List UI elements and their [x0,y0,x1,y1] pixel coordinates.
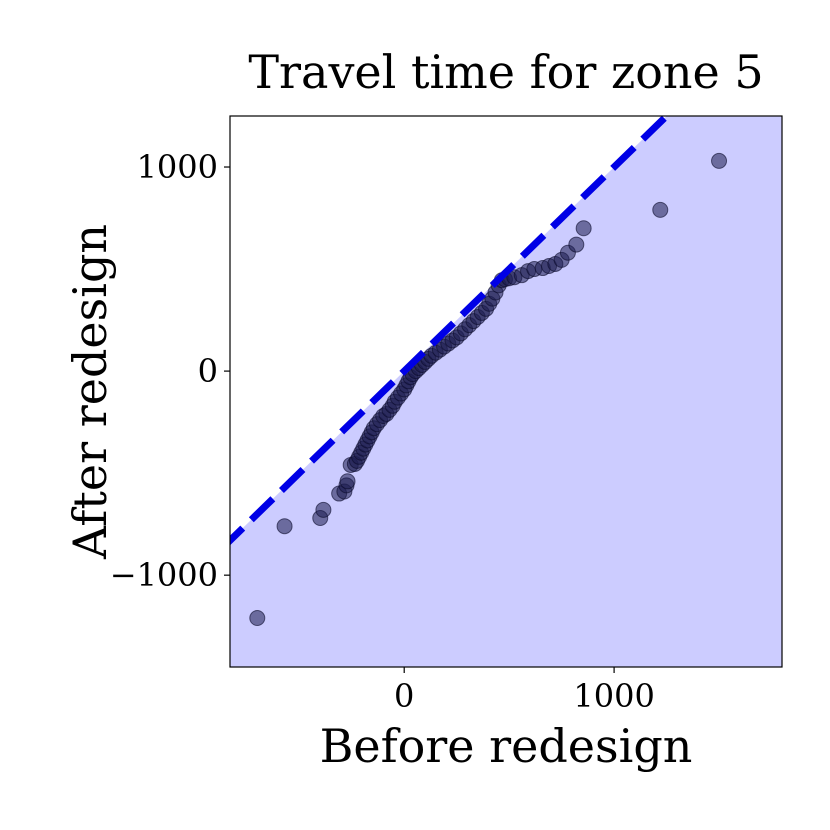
plot-frame [229,115,783,668]
x-axis-ticks: 0 1000 [394,667,655,715]
data-point [568,236,585,253]
data-point [575,220,592,237]
chart-title: Travel time for zone 5 [248,45,763,99]
data-point [711,152,728,169]
data-point [315,501,332,518]
data-point [339,473,356,490]
x-tick-label: 1000 [573,677,654,715]
data-point [249,610,266,627]
x-axis-label: Before redesign [320,719,693,773]
y-tick-label: 1000 [137,148,218,186]
y-tick-label: −1000 [110,556,218,594]
x-tick-label: 0 [394,677,414,715]
y-axis-label: After redesign [63,224,117,560]
data-point [276,518,293,535]
y-tick-label: 0 [198,352,218,390]
data-point [652,201,669,218]
y-axis-ticks: −1000 0 1000 [110,148,230,594]
